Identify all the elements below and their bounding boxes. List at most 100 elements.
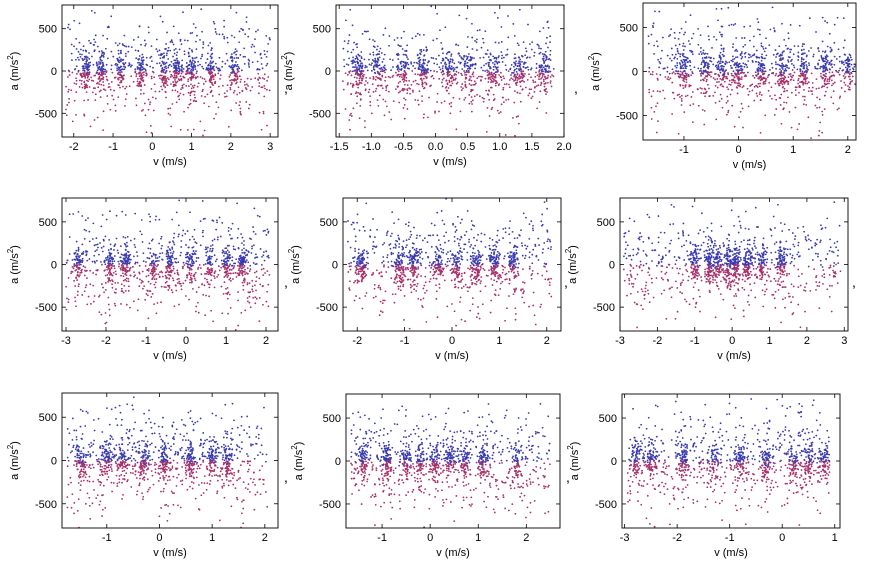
data-point-positive	[417, 57, 420, 60]
data-point-positive	[68, 253, 71, 255]
data-point-negative	[494, 79, 496, 82]
data-point-positive	[533, 54, 536, 57]
data-point-positive	[514, 68, 516, 71]
data-point-negative	[168, 277, 171, 280]
data-point-negative	[187, 78, 190, 81]
data-point-negative	[502, 75, 505, 78]
data-point-negative	[121, 263, 124, 266]
data-point-positive	[117, 52, 120, 55]
data-point-negative	[706, 75, 708, 78]
data-point-negative	[101, 77, 104, 80]
data-point-positive	[236, 236, 239, 239]
data-point-negative	[208, 105, 210, 108]
data-point-positive	[217, 67, 220, 70]
data-point-positive	[120, 71, 123, 73]
data-point-negative	[263, 78, 266, 80]
data-point-negative	[202, 293, 205, 296]
data-point-negative	[816, 96, 818, 99]
data-point-positive	[88, 52, 90, 54]
data-point-positive	[189, 211, 191, 214]
data-point-negative	[171, 277, 174, 280]
data-point-negative	[357, 83, 360, 86]
data-point-positive	[232, 70, 235, 73]
data-point-negative	[421, 95, 423, 98]
data-point-negative	[737, 76, 740, 79]
data-point-negative	[76, 279, 79, 281]
data-point-negative	[405, 76, 408, 79]
data-point-positive	[214, 62, 217, 65]
data-point-positive	[442, 52, 444, 55]
data-point-negative	[120, 79, 123, 82]
data-point-negative	[452, 70, 455, 73]
data-point-positive	[830, 49, 833, 52]
data-point-positive	[243, 240, 245, 242]
data-point-positive	[776, 63, 779, 66]
data-point-negative	[739, 83, 742, 86]
data-point-negative	[488, 73, 490, 76]
data-point-negative	[374, 78, 377, 81]
data-point-positive	[760, 42, 763, 45]
data-point-negative	[652, 90, 655, 93]
data-point-negative	[398, 101, 401, 104]
data-point-negative	[148, 103, 151, 106]
data-point-negative	[263, 95, 266, 98]
data-point-negative	[67, 76, 69, 78]
data-point-negative	[476, 93, 478, 96]
data-point-positive	[141, 241, 144, 243]
data-point-negative	[107, 303, 110, 306]
data-point-positive	[104, 257, 107, 259]
data-point-negative	[360, 72, 363, 75]
data-point-negative	[490, 72, 493, 75]
data-point-negative	[795, 94, 797, 97]
data-point-negative	[195, 100, 198, 103]
data-point-positive	[401, 48, 404, 50]
data-point-positive	[763, 67, 766, 70]
data-point-positive	[91, 55, 93, 58]
data-point-positive	[424, 59, 427, 61]
data-point-positive	[747, 53, 750, 56]
data-point-positive	[223, 37, 226, 40]
data-point-negative	[70, 270, 73, 273]
data-point-positive	[149, 220, 152, 223]
data-point-negative	[831, 84, 833, 87]
data-point-negative	[471, 103, 473, 105]
data-point-negative	[262, 303, 264, 306]
data-point-positive	[265, 234, 268, 236]
data-point-negative	[78, 283, 80, 285]
data-point-negative	[770, 97, 773, 100]
data-point-negative	[189, 281, 191, 284]
data-point-positive	[536, 43, 539, 46]
data-point-positive	[140, 57, 143, 59]
data-point-negative	[348, 119, 351, 121]
data-point-positive	[824, 66, 827, 69]
data-point-positive	[463, 65, 466, 68]
data-point-positive	[538, 52, 541, 55]
data-point-positive	[780, 65, 783, 67]
data-point-positive	[205, 66, 208, 69]
data-point-negative	[262, 285, 264, 287]
data-point-negative	[142, 79, 145, 82]
data-point-positive	[182, 261, 185, 264]
data-point-positive	[259, 53, 262, 56]
data-point-negative	[253, 271, 256, 274]
data-point-positive	[202, 41, 205, 44]
data-point-negative	[500, 79, 503, 81]
data-point-positive	[164, 65, 167, 68]
data-point-positive	[824, 69, 827, 71]
data-point-negative	[152, 265, 155, 267]
data-point-negative	[756, 95, 759, 97]
data-point-positive	[817, 62, 819, 65]
data-point-negative	[119, 267, 122, 270]
data-point-negative	[450, 84, 453, 87]
data-point-negative	[258, 76, 261, 79]
data-point-negative	[97, 296, 100, 298]
data-point-positive	[719, 71, 722, 74]
data-point-positive	[744, 56, 747, 58]
data-point-negative	[258, 85, 261, 87]
data-point-negative	[838, 73, 841, 76]
data-point-positive	[524, 61, 527, 64]
data-point-positive	[214, 28, 217, 30]
data-point-negative	[842, 75, 845, 77]
data-point-negative	[703, 123, 706, 126]
data-point-negative	[692, 103, 695, 105]
